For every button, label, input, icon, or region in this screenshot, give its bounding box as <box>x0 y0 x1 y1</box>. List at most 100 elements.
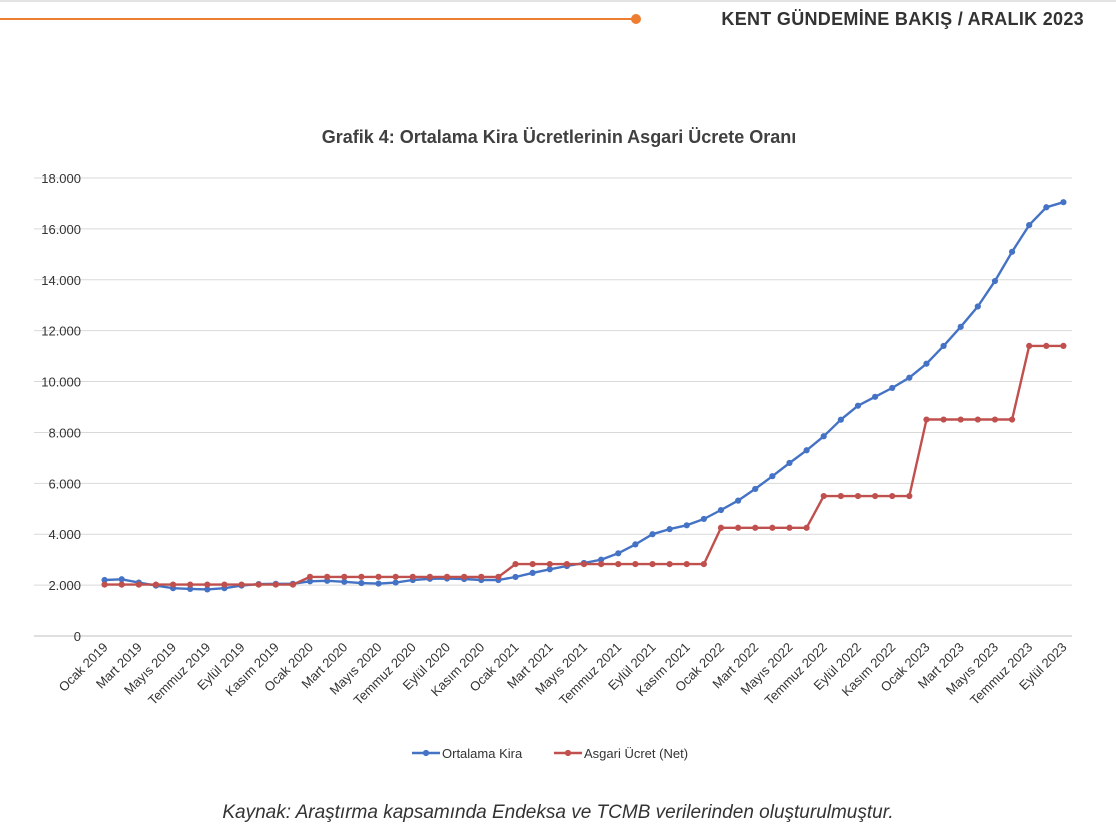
data-point <box>546 560 553 568</box>
y-tick-label: 14.000 <box>41 273 81 288</box>
data-point <box>392 579 399 586</box>
data-point <box>221 581 228 588</box>
data-point <box>991 277 999 285</box>
data-point <box>598 556 605 563</box>
data-point <box>341 578 348 585</box>
data-point <box>580 560 588 568</box>
data-point <box>1060 342 1067 349</box>
data-point <box>820 433 827 440</box>
legend-marker <box>564 749 572 757</box>
y-tick-label: 4.000 <box>48 527 81 542</box>
data-point <box>700 515 707 523</box>
data-point <box>512 560 519 568</box>
data-point <box>735 497 742 504</box>
data-point <box>769 524 776 531</box>
data-point <box>272 581 279 588</box>
data-point <box>871 393 879 400</box>
data-point <box>255 581 262 588</box>
data-point <box>940 342 947 350</box>
header-title: KENT GÜNDEMİNE BAKIŞ / ARALIK 2023 <box>721 9 1084 29</box>
data-point <box>769 473 776 480</box>
data-point <box>871 492 879 500</box>
data-point <box>854 492 862 500</box>
data-point <box>1008 248 1016 255</box>
data-point <box>666 560 673 568</box>
series-line <box>104 201 1064 591</box>
data-point <box>169 581 177 588</box>
data-point <box>632 541 639 548</box>
data-point <box>700 560 707 568</box>
data-point <box>238 581 245 588</box>
data-point <box>135 581 142 588</box>
data-point <box>358 573 365 580</box>
legend-item: Asgari Ücret (Net) <box>554 746 688 761</box>
data-point <box>974 416 981 423</box>
data-point <box>324 573 331 580</box>
data-point <box>889 492 896 500</box>
series-layer <box>101 199 1067 593</box>
data-point <box>632 560 639 568</box>
data-point <box>512 573 519 581</box>
data-point <box>752 524 759 531</box>
data-point <box>666 526 673 533</box>
legend-item: Ortalama Kira <box>412 746 523 761</box>
y-tick-label: 2.000 <box>48 578 81 593</box>
series-group <box>101 199 1067 593</box>
data-point <box>820 492 827 500</box>
data-point <box>409 573 416 580</box>
data-point <box>717 524 725 531</box>
data-point <box>443 573 451 580</box>
data-point <box>306 573 314 580</box>
header-accent-dot <box>631 14 641 24</box>
data-point <box>923 360 930 367</box>
y-tick-label: 18.000 <box>41 171 81 186</box>
data-point <box>803 447 810 454</box>
data-point <box>786 459 793 467</box>
data-point <box>187 581 194 588</box>
data-point <box>974 303 981 310</box>
legend-marker <box>422 749 430 757</box>
top-border <box>0 0 1116 2</box>
data-point <box>187 585 194 593</box>
chart: Grafik 4: Ortalama Kira Ücretlerinin Asg… <box>34 127 1072 761</box>
data-point <box>598 560 605 568</box>
y-tick-label: 16.000 <box>41 222 81 237</box>
data-point <box>786 524 793 531</box>
data-point <box>854 402 862 409</box>
data-point <box>1008 416 1016 423</box>
y-axis-ticks: 0 2.000 4.000 6.000 8.000 10.000 12.000 14.000 1… <box>41 171 81 644</box>
y-tick-label: 0 <box>74 629 81 644</box>
data-point <box>940 416 947 423</box>
data-point <box>957 416 964 423</box>
data-point <box>375 573 382 580</box>
data-point <box>1026 221 1033 229</box>
data-point <box>615 550 622 557</box>
y-tick-label: 8.000 <box>48 425 81 440</box>
data-point <box>957 323 964 330</box>
data-point <box>101 581 108 588</box>
data-point <box>306 578 314 585</box>
data-point <box>1060 199 1067 206</box>
data-point <box>991 416 999 423</box>
data-point <box>735 524 742 531</box>
data-point <box>118 581 125 588</box>
series-group <box>101 342 1067 588</box>
data-point <box>204 581 211 588</box>
data-point <box>615 560 622 568</box>
data-point <box>529 560 536 568</box>
chart-grid <box>34 177 1072 637</box>
data-point <box>118 576 125 583</box>
data-point <box>204 586 211 593</box>
legend-label: Asgari Ücret (Net) <box>584 746 688 761</box>
data-point <box>906 374 913 381</box>
data-point <box>717 506 725 514</box>
data-point <box>392 573 399 580</box>
source-caption: Kaynak: Araştırma kapsamında Endeksa ve … <box>222 802 894 823</box>
chart-title: Grafik 4: Ortalama Kira Ücretlerinin Asg… <box>322 127 797 147</box>
data-point <box>426 573 433 580</box>
data-point <box>341 573 348 580</box>
data-point <box>906 492 913 500</box>
data-point <box>752 485 759 493</box>
data-point <box>152 581 160 588</box>
